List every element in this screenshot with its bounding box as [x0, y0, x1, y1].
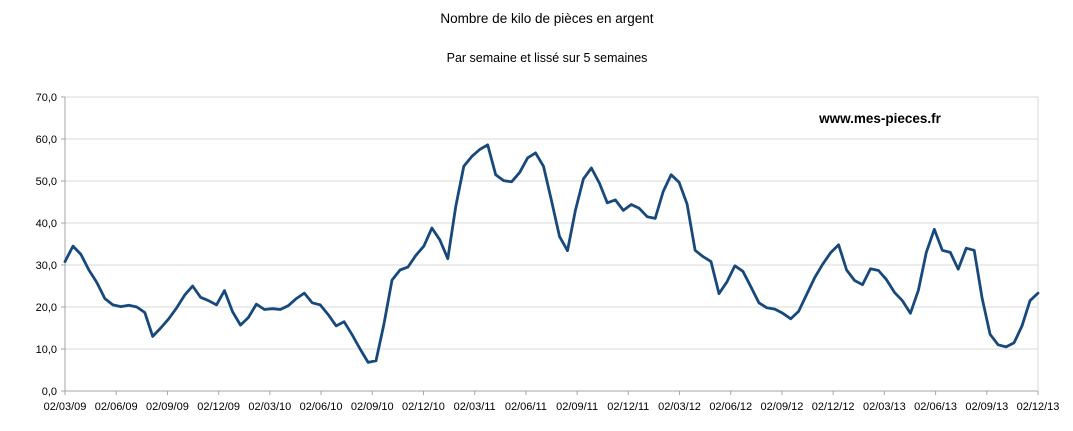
- y-tick-label: 40,0: [36, 218, 57, 230]
- x-tick-label: 02/12/09: [197, 401, 240, 413]
- watermark: www.mes-pieces.fr: [818, 111, 942, 126]
- x-tick-label: 02/06/10: [300, 401, 343, 413]
- x-tick-label: 02/03/12: [658, 401, 701, 413]
- x-tick-label: 02/06/13: [914, 401, 957, 413]
- x-tick-label: 02/06/09: [95, 401, 138, 413]
- plot-area: 0,0 10,0 20,0 30,0 40,0 50,0 60,0 70,0 02/03/09 0…: [36, 92, 1060, 413]
- x-tick-label: 02/09/09: [146, 401, 189, 413]
- y-tick-label: 0,0: [42, 386, 57, 398]
- y-tick-label: 10,0: [36, 344, 57, 356]
- data-series-line: [63, 143, 1040, 364]
- x-tick-label: 02/09/12: [761, 401, 804, 413]
- x-tick-label: 02/03/09: [44, 401, 87, 413]
- chart-subtitle: Par semaine et lissé sur 5 semaines: [447, 51, 648, 65]
- x-tick-label: 02/03/11: [454, 401, 496, 413]
- x-tick-label: 02/09/13: [965, 401, 1008, 413]
- x-tick-label: 02/12/13: [1017, 401, 1060, 413]
- y-tick-label: 60,0: [36, 134, 57, 146]
- y-tick-label: 30,0: [36, 260, 57, 272]
- x-tick-label: 02/09/11: [556, 401, 598, 413]
- x-tick-label: 02/03/10: [248, 401, 291, 413]
- y-tick-label: 70,0: [36, 92, 57, 104]
- x-tick-label: 02/12/11: [607, 401, 649, 413]
- x-tick-label: 02/06/12: [709, 401, 752, 413]
- y-tick-label: 20,0: [36, 302, 57, 314]
- x-tick-label: 02/06/11: [505, 401, 547, 413]
- x-tick-label: 02/09/10: [351, 401, 394, 413]
- y-tick-label: 50,0: [36, 176, 57, 188]
- x-tick-label: 02/03/13: [863, 401, 906, 413]
- x-tick-label: 02/12/12: [812, 401, 855, 413]
- chart-title: Nombre de kilo de pièces en argent: [440, 11, 653, 26]
- x-tick-label: 02/12/10: [402, 401, 445, 413]
